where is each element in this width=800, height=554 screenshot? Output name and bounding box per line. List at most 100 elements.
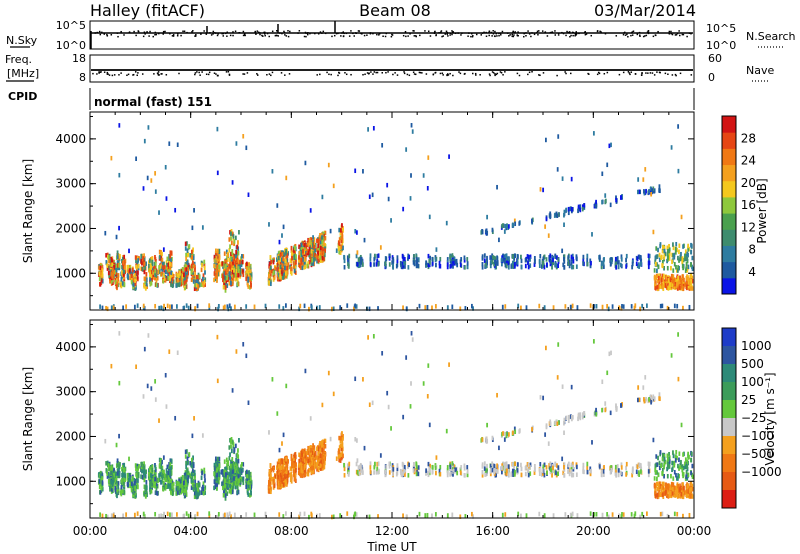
power-cell — [99, 265, 102, 270]
nsearch-label: N.Search — [746, 30, 796, 43]
power-cell — [291, 252, 293, 257]
power-cell — [589, 258, 592, 264]
power-cell — [520, 264, 523, 270]
nsky-point — [442, 35, 445, 37]
velocity-cell — [223, 459, 226, 464]
power-cell — [175, 277, 178, 282]
power-cell — [168, 267, 170, 272]
velocity-cell — [164, 486, 167, 491]
power-cell — [320, 232, 323, 238]
nave-point — [418, 71, 421, 74]
power-cell — [281, 268, 284, 273]
power-cell — [464, 306, 467, 311]
nsky-point — [622, 33, 625, 36]
power-cell — [277, 261, 280, 267]
power-cell — [520, 305, 522, 311]
power-cell — [168, 271, 171, 277]
velocity-cell — [114, 473, 117, 479]
power-cell — [338, 241, 341, 246]
nsky-point — [460, 34, 462, 36]
nave-point — [542, 72, 545, 74]
velocity-cell — [141, 474, 144, 480]
power-cell — [200, 282, 203, 287]
power-cell — [568, 263, 571, 269]
power-cell — [335, 248, 338, 253]
power-cell — [356, 250, 359, 255]
power-cell — [602, 264, 605, 269]
power-cell — [290, 248, 293, 254]
power-cell — [662, 280, 665, 286]
power-cell — [228, 281, 231, 286]
power-cell — [338, 249, 341, 255]
power-ylabel: Slant Range [km] — [21, 159, 35, 263]
power-cell — [130, 279, 133, 285]
velocity-cell — [155, 482, 158, 488]
nsky-point — [571, 31, 574, 34]
nsky-point — [191, 30, 193, 33]
nsky-point — [304, 31, 307, 34]
velocity-cell — [100, 488, 103, 494]
nsky-point — [500, 34, 502, 36]
nave-point — [198, 71, 200, 74]
power-cell — [192, 247, 194, 252]
power-cell — [600, 261, 603, 267]
power-cell — [343, 254, 345, 260]
power-cell — [171, 304, 173, 309]
power-cell — [154, 275, 156, 281]
power-cell — [606, 304, 609, 309]
power-cell — [115, 267, 118, 273]
power-cell — [496, 255, 498, 260]
nsky-point — [494, 30, 496, 33]
nsky-point — [668, 30, 671, 33]
velocity-cell — [224, 493, 227, 498]
velocity-cell — [149, 487, 151, 492]
power-cell — [490, 259, 493, 264]
velocity-cell — [242, 480, 245, 486]
power-cell — [222, 305, 225, 311]
nsky-point — [305, 35, 307, 38]
power-cell — [373, 257, 376, 262]
power-cell — [197, 284, 200, 289]
power-cell — [307, 261, 309, 266]
velocity-cell — [101, 476, 104, 481]
nave-point — [243, 73, 246, 75]
power-cell — [332, 183, 335, 189]
nave-point — [598, 72, 601, 75]
velocity-cell — [156, 491, 159, 496]
nsky-point — [169, 32, 171, 35]
power-cell — [533, 259, 536, 264]
power-cell — [526, 254, 529, 259]
power-cell — [306, 248, 309, 254]
velocity-cell — [128, 476, 131, 481]
velocity-cell — [137, 471, 140, 477]
nsky-point — [154, 31, 157, 34]
power-cell — [322, 248, 325, 253]
power-cell — [682, 244, 684, 249]
nsky-point — [182, 30, 184, 33]
power-cell — [686, 276, 689, 282]
nsky-point — [644, 35, 646, 37]
power-cell — [638, 254, 641, 260]
power-cell — [166, 262, 168, 268]
power-cell — [425, 260, 428, 265]
nsky-point — [538, 30, 540, 32]
nsky-point — [343, 32, 345, 35]
power-cell — [149, 279, 151, 284]
power-cell — [178, 282, 181, 288]
power-cell — [239, 264, 242, 269]
nsky-point — [583, 31, 586, 34]
velocity-cell — [110, 480, 113, 485]
power-cell — [648, 189, 650, 194]
power-cell — [313, 244, 315, 250]
nsky-point — [554, 34, 557, 36]
power-cell — [187, 266, 190, 271]
power-cell — [233, 268, 235, 273]
velocity-cell — [204, 490, 206, 495]
nsky-point — [283, 31, 286, 34]
power-cell — [135, 156, 138, 162]
power-cell — [299, 262, 302, 268]
power-cell — [241, 254, 243, 259]
velocity-cell — [249, 476, 252, 482]
power-cell — [168, 254, 171, 259]
velocity-cell — [99, 490, 102, 495]
